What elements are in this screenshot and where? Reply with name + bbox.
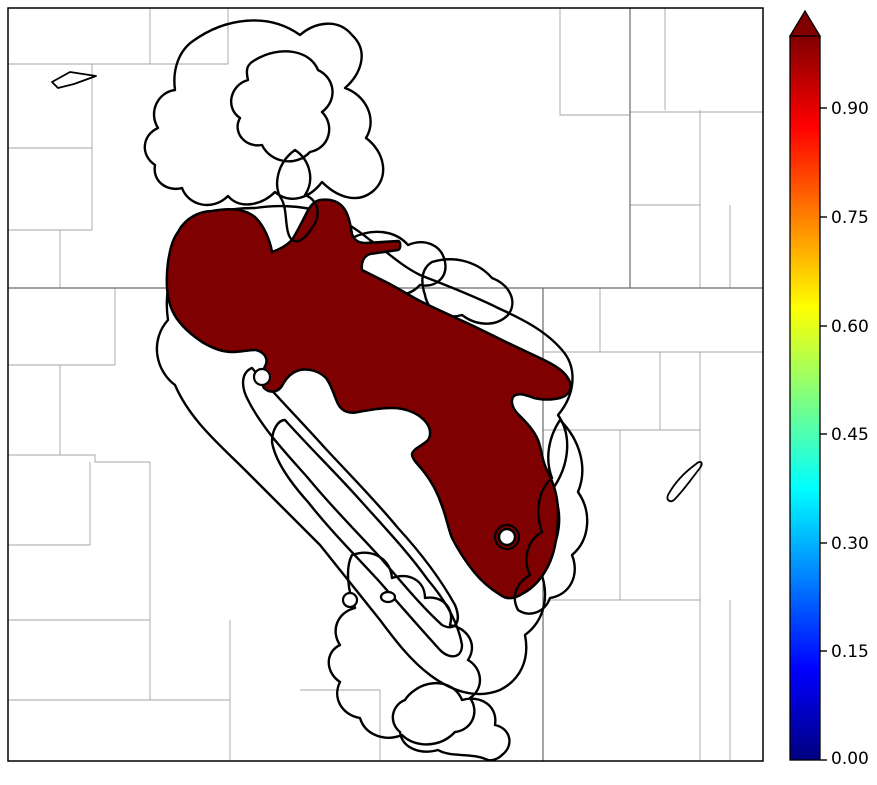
small-contour-ring bbox=[341, 591, 359, 609]
probability-region bbox=[165, 198, 572, 600]
small-contour-ring bbox=[379, 590, 397, 604]
colorbar-tick-label: 0.45 bbox=[831, 425, 869, 445]
hole-contour-ring bbox=[493, 523, 521, 551]
map-panel bbox=[8, 8, 763, 761]
small-contour-slivers bbox=[51, 71, 703, 503]
ensemble-contours-front bbox=[143, 19, 589, 761]
ensemble-contours-back bbox=[155, 204, 574, 696]
colorbar-tick-label: 0.75 bbox=[831, 208, 869, 228]
colorbar-tick-label: 0.60 bbox=[831, 317, 869, 337]
colorbar-extend-arrow bbox=[788, 9, 822, 37]
small-contour-ring bbox=[252, 367, 272, 387]
colorbar-tick-label: 0.15 bbox=[831, 642, 869, 662]
county-boundaries bbox=[8, 8, 763, 761]
colorbar-gradient-bar bbox=[789, 35, 821, 761]
colorbar-tick-label: 0.90 bbox=[831, 99, 869, 119]
colorbar: 0.90 0.75 0.60 0.45 0.30 0.15 0.00 bbox=[788, 9, 869, 769]
colorbar-tick-label: 0.30 bbox=[831, 534, 869, 554]
map-border bbox=[7, 7, 764, 762]
colorbar-tick-label: 0.00 bbox=[831, 749, 869, 769]
